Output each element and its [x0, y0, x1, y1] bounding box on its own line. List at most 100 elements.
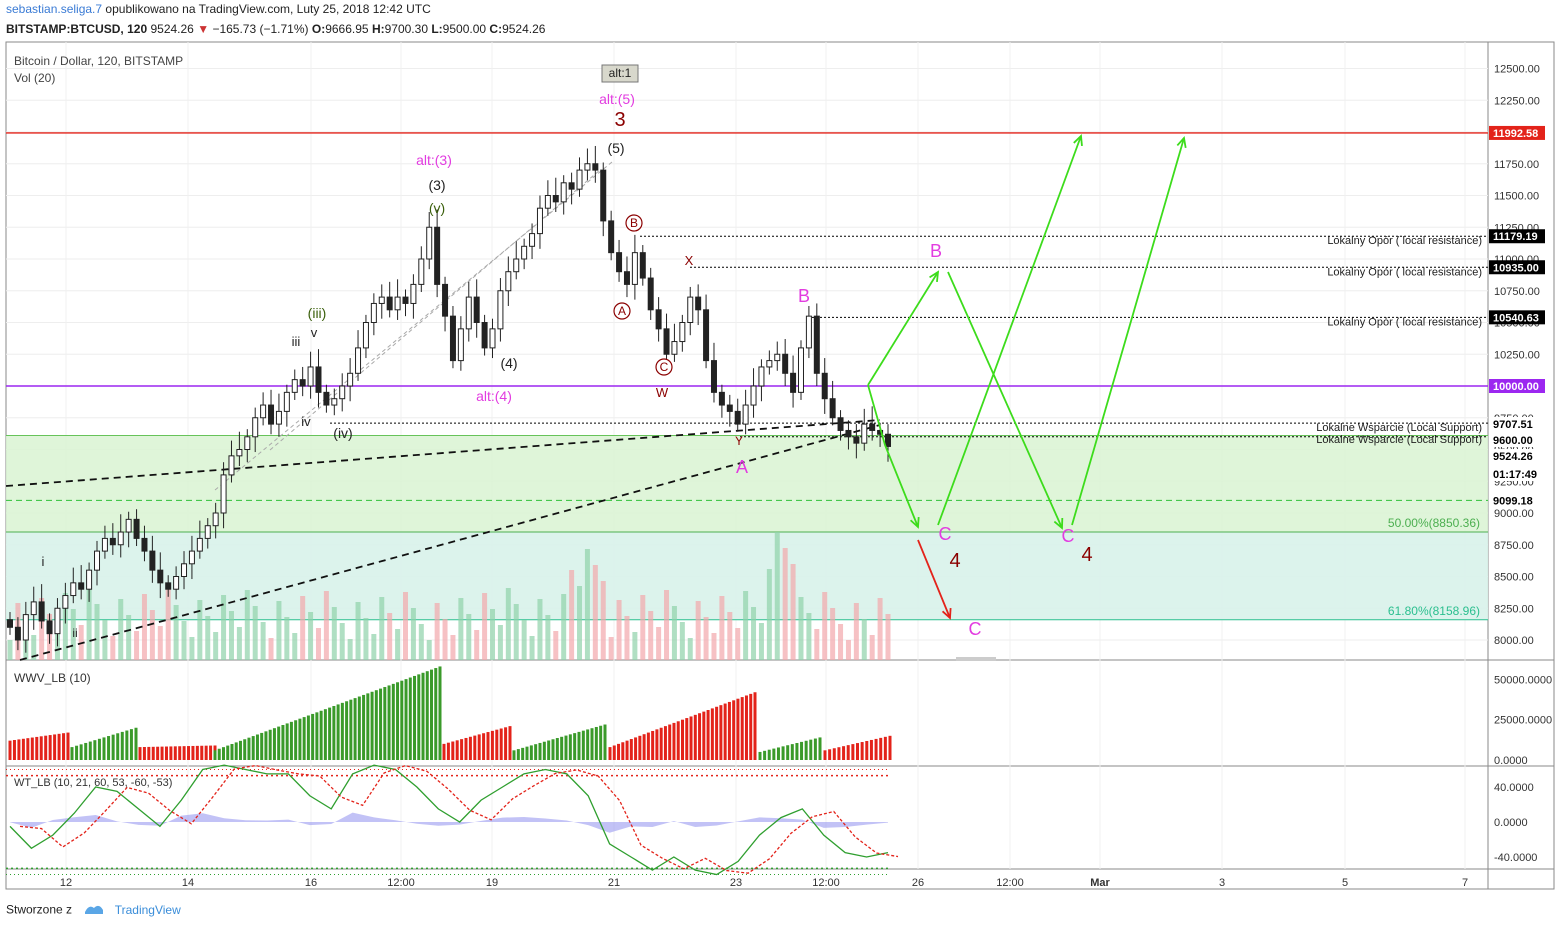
candle-body [315, 366, 322, 393]
wave-label-box [601, 64, 639, 83]
volume-bar [252, 606, 258, 660]
wwv-bar [823, 750, 827, 760]
wwv-bar [187, 746, 191, 760]
wwv-bar [869, 739, 873, 760]
candle-body [671, 341, 678, 355]
volume-bar [861, 619, 867, 660]
volume-bar [426, 640, 432, 660]
wwv-bar [247, 737, 251, 760]
publisher-name[interactable]: sebastian.seliga.7 [6, 2, 103, 16]
candle-body [378, 296, 385, 304]
candle-body [869, 423, 876, 431]
candle-body [228, 455, 235, 476]
volume-bar [355, 602, 361, 660]
wwv-bar [590, 728, 594, 760]
wwv-bar [851, 744, 855, 760]
volume-bar [331, 607, 337, 660]
candle-body [766, 360, 773, 368]
wwv-bar [455, 740, 459, 760]
wwv-bar [178, 746, 182, 760]
level-note: Lokalny Opór ( local resistance) [1327, 235, 1482, 247]
wwv-bar [874, 738, 878, 760]
volume-bar [497, 625, 503, 660]
volume-bar [149, 610, 155, 660]
candle-body [473, 296, 480, 324]
candle-body [78, 582, 85, 590]
ohlc-legend: BITSTAMP:BTCUSD, 120 9524.26 ▼ −165.73 (… [6, 22, 546, 36]
candle-body [592, 163, 599, 171]
candle-body [663, 328, 670, 355]
candle-body [623, 271, 630, 285]
volume-bar [687, 638, 693, 660]
fib-label: 61.80%(8158.96) [1388, 604, 1480, 618]
wwv-bar [732, 700, 736, 760]
wwv-bar [685, 718, 689, 760]
wwv-bar [702, 711, 706, 760]
candle-body [521, 245, 528, 260]
wwv-bar [164, 746, 168, 760]
projection-arrow-1-head [929, 270, 940, 283]
wwv-bar [62, 733, 66, 760]
wwv-bar [800, 741, 804, 760]
candle-body [600, 169, 607, 222]
wave-label: iv [301, 414, 311, 429]
wwv-bar [391, 683, 395, 760]
volume-bar [347, 639, 353, 660]
wt1-line [9, 764, 889, 876]
candle-body [853, 436, 860, 444]
wwv-bar [634, 737, 638, 760]
wave-label: B [930, 241, 942, 261]
wwv-bar [26, 738, 30, 760]
volume-bar [885, 614, 891, 660]
wwv-bar [534, 744, 538, 760]
wwv-bar [125, 730, 129, 760]
candle-body [774, 353, 781, 362]
channel-line-1 [214, 161, 613, 491]
volume-bar [315, 628, 321, 660]
price-badge-text: 10000.00 [1493, 381, 1539, 393]
close-value: 9524.26 [502, 22, 546, 36]
price-badge [1489, 467, 1545, 481]
volume-bar [830, 608, 836, 660]
wwv-bar [88, 741, 92, 760]
wwv-bar [102, 737, 106, 760]
wwv-bar [681, 719, 684, 760]
candle-body [861, 423, 868, 444]
wwv-bar [217, 748, 221, 760]
wwv-bar [302, 717, 306, 760]
wwv-bar [581, 730, 585, 760]
tradingview-logo-icon [83, 902, 105, 919]
wave-label: alt:(5) [599, 91, 635, 107]
wave-label: (iii) [308, 305, 327, 321]
wave-label: i [42, 554, 45, 569]
wwv-bar [749, 693, 753, 760]
wwv-bar [357, 696, 361, 760]
trendline-upper [5, 419, 881, 487]
x-tick-label: 26 [912, 877, 924, 889]
candle-body [307, 366, 314, 387]
candle-body [133, 518, 140, 539]
volume-bar [387, 613, 393, 660]
volume-bar [126, 615, 132, 660]
wwv-bar [120, 731, 124, 760]
price-badge-text: 10935.00 [1493, 262, 1539, 274]
tradingview-link[interactable]: TradingView [114, 902, 181, 917]
candle-body [552, 195, 559, 203]
wwv-bar [425, 671, 429, 760]
y-tick-label: 8500.00 [1494, 572, 1534, 584]
y-tick-label: 10250.00 [1494, 349, 1540, 361]
wwv-bar [612, 745, 616, 760]
wwv-bar [776, 747, 780, 760]
wwv-bar [642, 734, 646, 760]
candle-body [220, 474, 227, 514]
wwv-bar [243, 739, 247, 760]
volume-bar [561, 594, 567, 660]
candle-body [782, 353, 789, 374]
candle-body [86, 569, 93, 590]
candle-body [805, 315, 812, 349]
price-badge-text: 11179.19 [1493, 231, 1538, 243]
wwv-bar [362, 694, 366, 760]
candle-body [790, 372, 797, 393]
wave-label: (3) [428, 177, 445, 193]
